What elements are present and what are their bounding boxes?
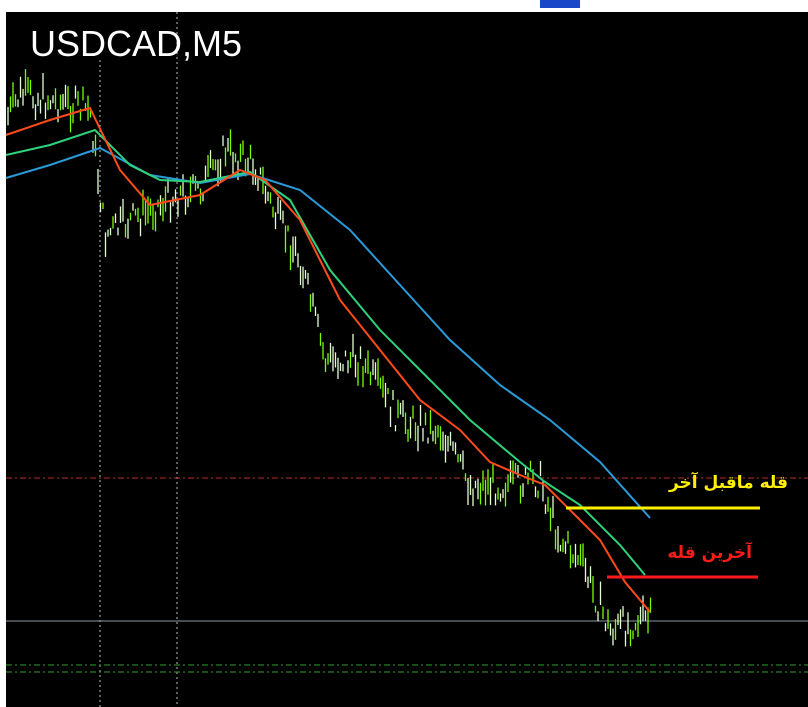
- moving-average: [5, 146, 651, 519]
- cropped-heading: [540, 0, 580, 8]
- previous-peak-label: قله ماقبل آخر: [668, 471, 788, 493]
- moving-average: [5, 106, 651, 613]
- moving-average: [5, 128, 646, 576]
- candles: [7, 69, 652, 647]
- symbol-title: USDCAD,M5: [30, 23, 242, 64]
- chart-background: [6, 12, 808, 707]
- last-peak-label: آخرین قله: [667, 541, 753, 563]
